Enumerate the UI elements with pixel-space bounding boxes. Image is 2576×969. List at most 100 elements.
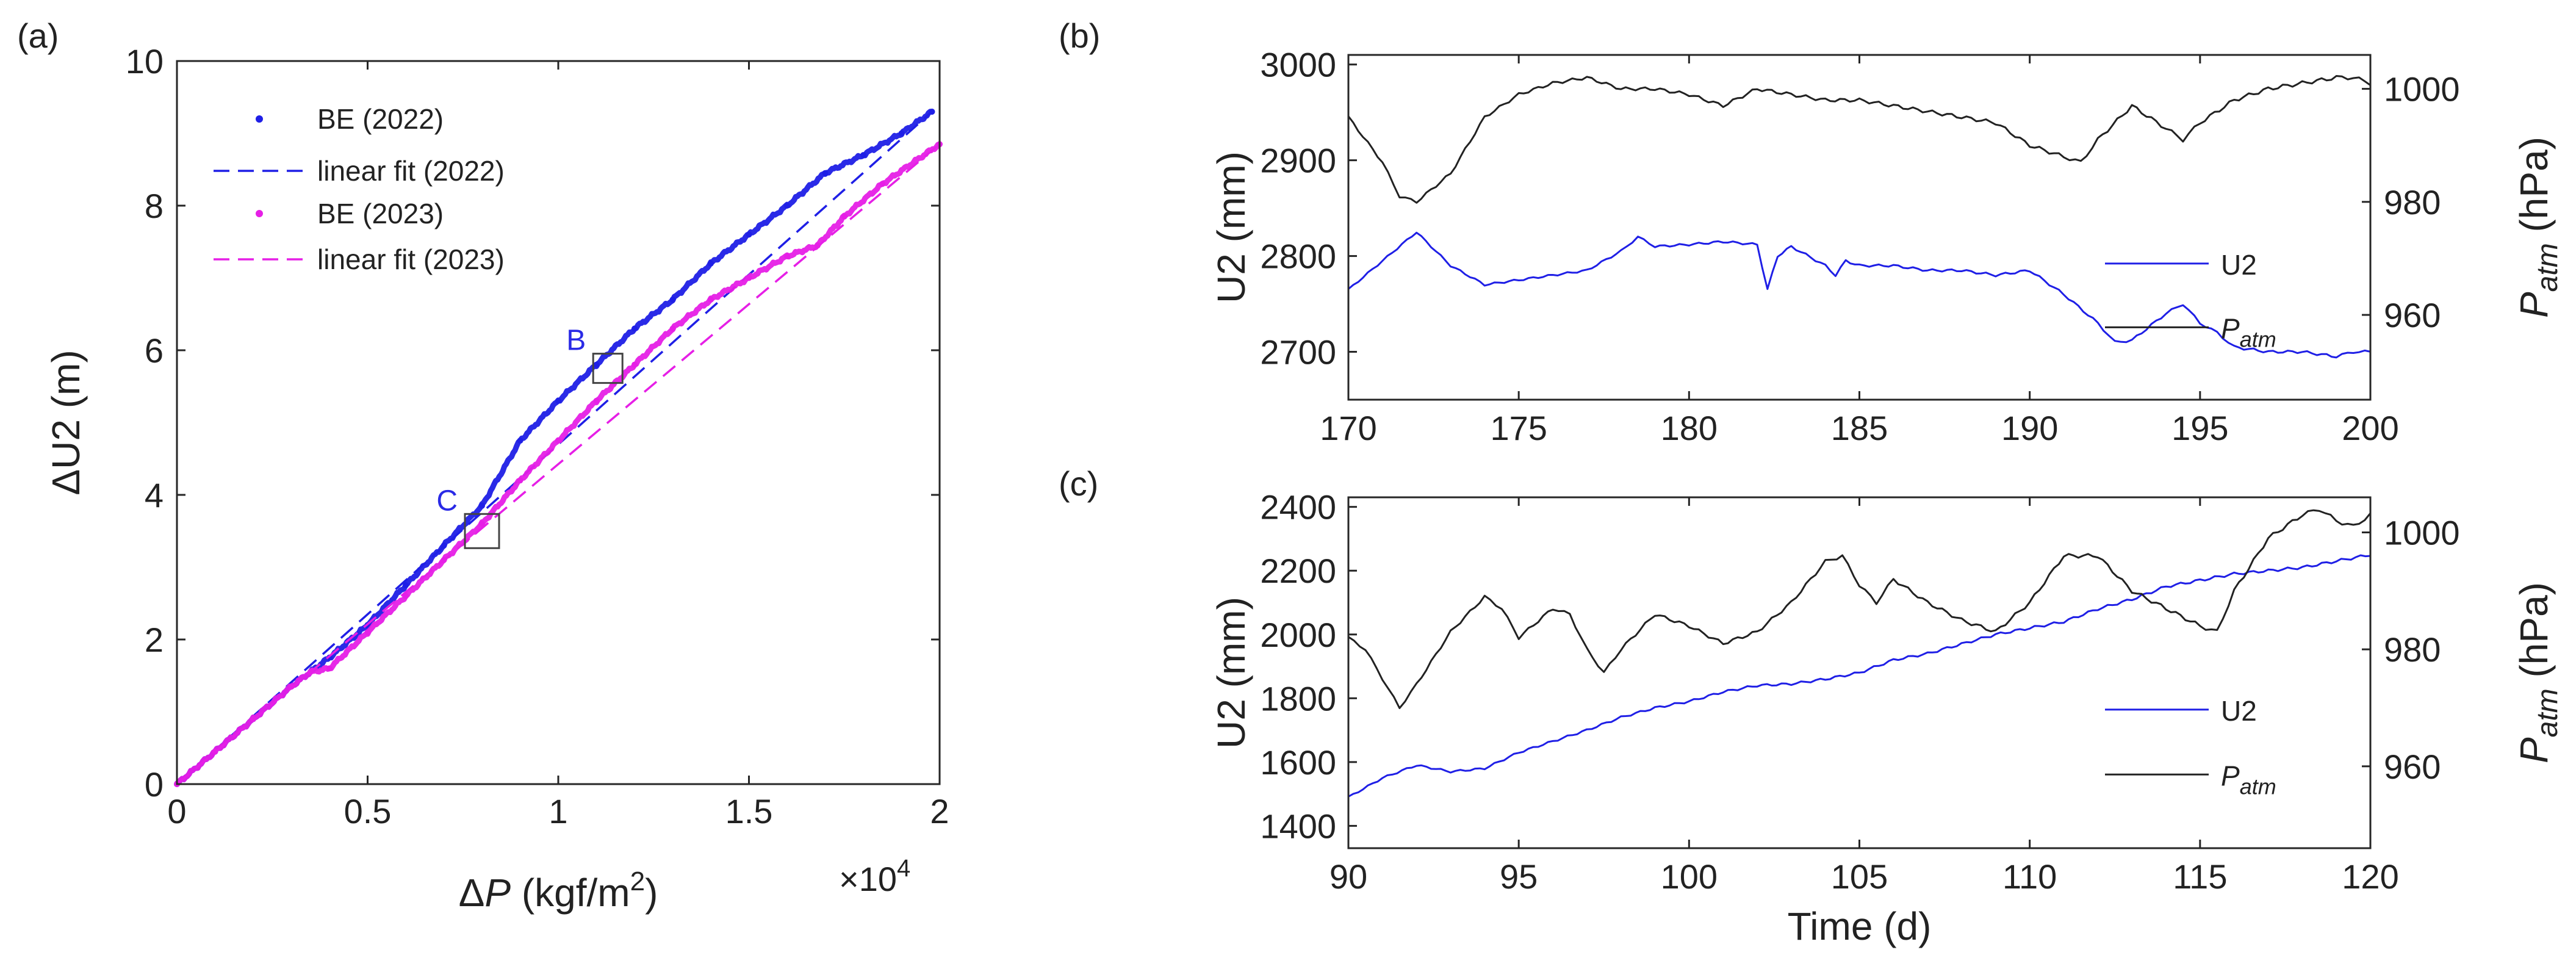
x-tick-label: 110: [2002, 857, 2057, 896]
y-tick-label: 8: [145, 187, 164, 225]
data-point: [326, 665, 333, 672]
x-axis-label-unit: (kgf/m: [511, 871, 630, 915]
data-point: [517, 438, 523, 444]
x-exponent-label: ×104: [839, 855, 910, 898]
data-point: [479, 502, 485, 509]
x-tick-label: 0.5: [344, 792, 392, 830]
x-tick-label: 90: [1329, 857, 1367, 896]
y-tick-label: 10: [126, 42, 164, 81]
legend-a: BE (2022) linear fit (2022) BE (2023) linea…: [214, 103, 505, 275]
panel-b: 170 175 180 185 190 195 200 2700 2800 2900 3000 960…: [1059, 16, 2564, 447]
x-axis-label: Time (d): [1788, 904, 1932, 948]
data-point: [479, 521, 485, 527]
x-axis-label: ΔP (kgf/m2): [459, 866, 658, 915]
legend-label-u2: U2: [2221, 695, 2257, 727]
legend-label-patm: Patm: [2221, 312, 2276, 351]
data-point: [631, 325, 638, 332]
y-left-tick-label: 2000: [1260, 616, 1336, 654]
data-point: [555, 397, 561, 404]
x-tick-label: 175: [1490, 409, 1547, 447]
panel-label-a: (a): [17, 16, 59, 55]
annotation-label-c: C: [436, 484, 458, 517]
y-right-tick-label: 980: [2384, 630, 2441, 669]
y-right-axis-label: Patm (hPa): [2512, 137, 2564, 318]
y-right-label-unit: (hPa): [2512, 582, 2556, 688]
legend-label: BE (2023): [317, 198, 444, 229]
y-left-tick-label: 2200: [1260, 552, 1336, 590]
panel-label-b: (b): [1059, 16, 1100, 55]
data-point: [746, 275, 752, 281]
data-point: [860, 152, 866, 159]
data-point: [841, 213, 847, 220]
y-left-tick-label: 2700: [1260, 333, 1336, 372]
data-point: [593, 397, 600, 404]
y-right-axis-label: Patm (hPa): [2512, 582, 2564, 763]
series-patm-line: [1347, 75, 2371, 204]
y-right-tick-label: 1000: [2384, 514, 2460, 552]
legend-patm-sub: atm: [2240, 326, 2276, 351]
x-exponent-power: 4: [897, 855, 910, 882]
data-point: [403, 582, 409, 589]
panel-label-c: (c): [1059, 464, 1098, 503]
series-a-1: [176, 110, 933, 785]
x-axis-label-sup: 2: [630, 866, 645, 896]
legend-label: linear fit (2022): [317, 155, 505, 187]
y-left-tick-label: 1800: [1260, 679, 1336, 718]
x-tick-label: 120: [2342, 857, 2398, 896]
legend-label-patm: Patm: [2221, 760, 2276, 799]
legend-patm-symbol: P: [2221, 760, 2240, 791]
panel-c: 90 95 100 105 110 115 120 1400 1600 1800 2000 2200 2…: [1059, 464, 2564, 948]
x-tick-label: 0: [167, 792, 186, 830]
x-tick-label: 1.5: [725, 792, 773, 830]
series-patm-line: [1348, 509, 2372, 709]
y-tick-label: 4: [145, 476, 164, 514]
data-point: [746, 231, 752, 238]
annotation-box-c: [464, 513, 500, 549]
data-point: [669, 325, 676, 332]
legend-label: linear fit (2023): [317, 243, 505, 275]
x-tick-label: 200: [2342, 409, 2398, 447]
x-tick-label: 2: [930, 792, 949, 830]
y-right-label-sub: atm: [2531, 688, 2564, 737]
legend-b: U2 Patm: [2105, 249, 2276, 351]
y-right-label-symbol: P: [2512, 292, 2556, 318]
x-tick-label: 180: [1661, 409, 1718, 447]
legend-marker: [256, 210, 263, 217]
legend-patm-sub: atm: [2240, 774, 2276, 799]
x-tick-label: 115: [2173, 857, 2227, 896]
data-point: [784, 203, 790, 209]
x-axis-label-delta: Δ: [459, 871, 485, 915]
series-u2-line: [1348, 554, 2371, 798]
data-point: [784, 253, 790, 259]
data-point: [898, 130, 905, 137]
x-tick-label: 1: [549, 792, 567, 830]
y-axis-label: ΔU2 (m): [44, 350, 88, 495]
y-right-tick-label: 960: [2384, 296, 2441, 334]
y-left-tick-label: 2400: [1260, 488, 1336, 527]
y-left-tick-label: 2900: [1260, 142, 1336, 180]
x-tick-label: 105: [1831, 857, 1888, 896]
y-left-axis-label: U2 (mm): [1209, 151, 1253, 303]
data-point: [669, 297, 676, 303]
y-right-label-symbol: P: [2512, 737, 2556, 763]
fit-line: [176, 143, 941, 785]
data-point: [555, 438, 561, 444]
y-right-label-sub: atm: [2531, 243, 2564, 292]
series-a-3: [176, 143, 941, 785]
y-left-tick-label: 1600: [1260, 743, 1336, 782]
x-tick-label: 185: [1831, 409, 1888, 447]
y-tick-label: 2: [145, 621, 164, 659]
y-tick-label: 0: [145, 765, 164, 804]
data-point: [517, 477, 523, 484]
legend-label-u2: U2: [2221, 249, 2257, 281]
x-axis-label-symbol: P: [484, 871, 511, 915]
y-right-label-unit: (hPa): [2512, 137, 2556, 243]
y-tick-label: 6: [145, 331, 164, 370]
data-point: [593, 361, 600, 368]
fit-line: [176, 110, 933, 785]
y-left-axis-label: U2 (mm): [1209, 597, 1253, 749]
x-exponent-base: ×10: [839, 860, 897, 898]
data-point: [708, 260, 714, 267]
data-point: [708, 297, 714, 303]
